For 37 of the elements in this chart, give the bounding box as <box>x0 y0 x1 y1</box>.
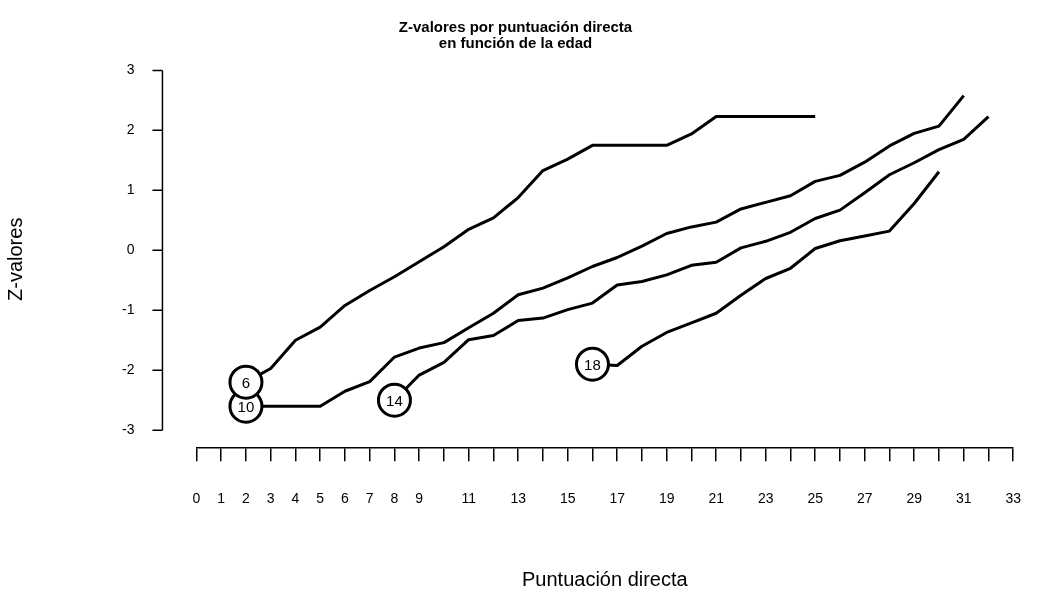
x-tick-label: 0 <box>192 490 201 507</box>
x-tick-label: 3 <box>266 490 275 507</box>
x-tick-label: 31 <box>955 490 972 507</box>
x-tick-label: 2 <box>242 490 251 507</box>
point <box>228 364 264 400</box>
x-tick-label: 13 <box>510 490 527 507</box>
y-tick-label: 2 <box>126 121 135 138</box>
series-label: 10 <box>237 398 255 416</box>
y-tick-label: 1 <box>126 181 135 198</box>
x-tick-label: 7 <box>365 490 374 507</box>
x-tick-label: 5 <box>316 490 325 507</box>
x-tick-label: 15 <box>559 490 576 507</box>
y-axis-title: Z-valores <box>3 217 26 301</box>
x-tick-label: 29 <box>906 490 923 507</box>
x-tick-label: 23 <box>757 490 774 507</box>
y-tick-label: 0 <box>126 241 135 258</box>
x-tick-label: 21 <box>708 490 725 507</box>
x-axis-title: Puntuación directa <box>522 567 689 590</box>
series-label: 6 <box>241 374 251 392</box>
x-tick-label: 33 <box>1005 490 1022 507</box>
y-tick-label: -3 <box>122 421 135 438</box>
x-tick-label: 6 <box>341 490 350 507</box>
x-tick-label: 25 <box>807 490 824 507</box>
x-tick-label: 19 <box>658 490 675 507</box>
y-tick-label: 3 <box>126 61 135 78</box>
x-tick-label: 1 <box>217 490 226 507</box>
x-tick-label: 17 <box>609 490 626 507</box>
x-tick-label: 8 <box>390 490 399 507</box>
series-label: 14 <box>386 392 403 410</box>
x-tick-label: 27 <box>856 490 873 507</box>
x-tick-label: 4 <box>291 490 300 507</box>
y-tick-label: -2 <box>122 361 135 378</box>
x-tick-label: 9 <box>415 490 424 507</box>
x-tick-label: 11 <box>461 490 477 507</box>
y-tick-label: -1 <box>122 301 135 318</box>
chart-title: Z-valores por puntuación directa en función de la edad <box>398 17 633 52</box>
series-label: 18 <box>584 356 601 374</box>
